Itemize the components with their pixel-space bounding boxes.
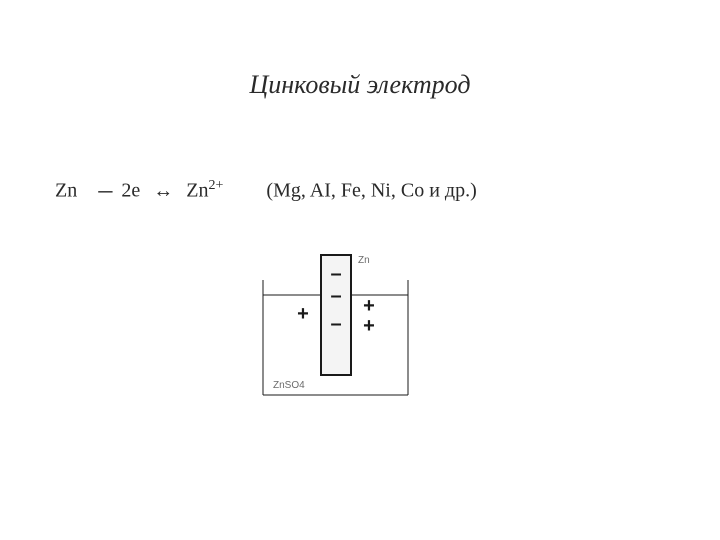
eq-electrons: 2e [121, 180, 140, 202]
plus-sign: + [363, 315, 375, 337]
eq-lhs: Zn [55, 180, 77, 202]
electrode-diagram: – – – + + + Zn ZnSO4 [253, 240, 423, 410]
solution-label: ZnSO4 [273, 380, 305, 391]
minus-sign: – [330, 263, 341, 285]
eq-dash: ─ [98, 181, 112, 204]
page-title: Цинковый электрод [0, 70, 720, 100]
eq-arrow: ↔ [153, 180, 173, 202]
eq-rhs-super: 2+ [209, 178, 224, 193]
minus-sign: – [330, 313, 341, 335]
plus-sign: + [363, 295, 375, 317]
eq-note: (Mg, AI, Fe, Ni, Co и др.) [266, 180, 476, 202]
electrode-label: Zn [358, 255, 370, 266]
eq-rhs: Zn [186, 180, 208, 202]
plus-sign: + [297, 303, 309, 325]
minus-sign: – [330, 285, 341, 307]
equation: Zn ─ 2e ↔ Zn2+ (Mg, AI, Fe, Ni, Co и др.… [55, 178, 477, 204]
